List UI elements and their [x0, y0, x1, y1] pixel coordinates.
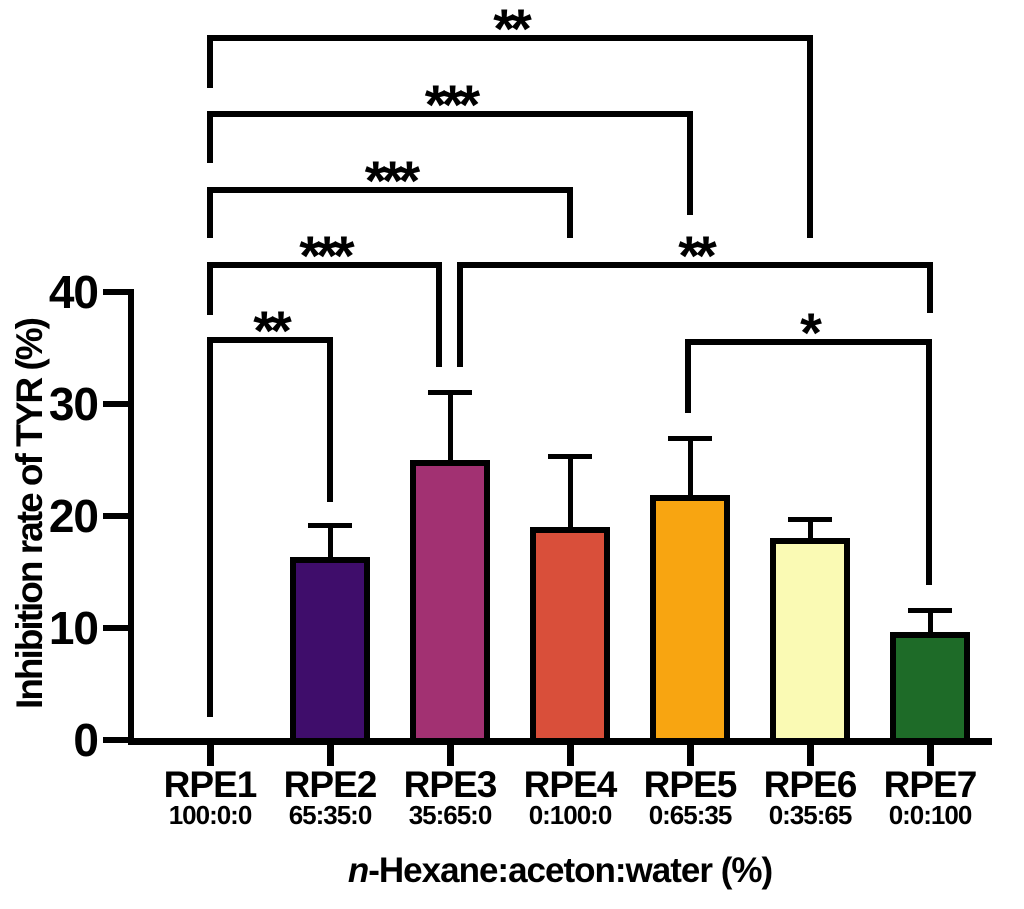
sig-label-RPE3-RPE7: **	[678, 224, 717, 287]
sig-bracket-RPE5-RPE7	[685, 339, 932, 345]
error-bar-cap-RPE7	[908, 608, 952, 614]
category-label-RPE2: RPE2	[283, 764, 378, 805]
sig-bracket-RPE1-RPE3	[207, 262, 442, 268]
sig-bracket-left-drop-RPE1-RPE3	[207, 262, 213, 315]
x-tick-RPE4	[567, 745, 574, 766]
error-bar-cap-RPE6	[788, 517, 832, 523]
x-axis-title-italic-n: n	[347, 851, 369, 890]
sig-bracket-RPE1-RPE4	[207, 187, 573, 193]
bar-RPE5	[650, 494, 730, 744]
sig-bracket-left-drop-RPE1-RPE6	[207, 35, 213, 88]
bar-RPE6	[770, 538, 850, 744]
bar-RPE7	[890, 632, 970, 744]
category-label-RPE1: RPE1	[163, 764, 258, 805]
error-bar-cap-RPE4	[548, 453, 592, 459]
x-tick-RPE7	[927, 745, 934, 766]
sig-bracket-left-drop-RPE1-RPE5	[207, 111, 213, 163]
bar-RPE2	[290, 557, 370, 744]
error-bar-stem-RPE7	[928, 608, 933, 635]
sig-label-RPE1-RPE2: **	[253, 299, 292, 362]
sig-bracket-left-drop-RPE5-RPE7	[685, 339, 691, 413]
error-bar-cap-RPE2	[308, 522, 352, 528]
x-tick-RPE3	[447, 745, 454, 766]
sig-bracket-left-drop-RPE1-RPE4	[207, 187, 213, 238]
category-label-RPE5: RPE5	[643, 764, 738, 805]
error-bar-stem-RPE6	[808, 517, 813, 541]
y-tick-0	[103, 737, 132, 743]
sig-bracket-left-drop-RPE1-RPE2	[207, 337, 213, 717]
sig-label-RPE1-RPE4: ***	[364, 149, 420, 212]
sig-bracket-left-drop-RPE3-RPE7	[457, 262, 463, 367]
error-bar-cap-RPE5	[668, 435, 712, 441]
sig-label-RPE1-RPE6: **	[493, 0, 532, 60]
error-bar-cap-RPE3	[428, 389, 472, 395]
category-label-RPE4: RPE4	[523, 764, 618, 805]
y-tick-label-20: 20	[48, 490, 99, 542]
y-tick-10	[103, 625, 132, 631]
ratio-label-RPE2: 65:35:0	[288, 800, 373, 830]
x-axis-title-rest: -Hexane:aceton:water (%)	[368, 851, 773, 890]
error-bar-stem-RPE3	[448, 389, 453, 462]
y-tick-20	[103, 513, 132, 519]
sig-bracket-RPE1-RPE5	[207, 111, 693, 117]
error-bar-stem-RPE5	[688, 435, 693, 497]
sig-bracket-right-drop-RPE1-RPE5	[687, 111, 693, 215]
sig-bracket-RPE1-RPE2	[207, 337, 333, 343]
x-tick-RPE5	[687, 745, 694, 766]
x-tick-RPE6	[807, 745, 814, 766]
ratio-label-RPE7: 0:0:100	[888, 800, 973, 830]
bar-RPE4	[530, 527, 610, 744]
category-label-RPE6: RPE6	[763, 764, 858, 805]
sig-label-RPE1-RPE5: ***	[424, 73, 480, 136]
ratio-label-RPE3: 35:65:0	[408, 800, 493, 830]
y-tick-label-10: 10	[48, 602, 99, 654]
sig-bracket-right-drop-RPE1-RPE3	[436, 262, 442, 367]
sig-label-RPE1-RPE3: ***	[299, 224, 354, 287]
x-axis-title: n-Hexane:aceton:water (%)	[130, 851, 990, 891]
ratio-label-RPE5: 0:65:35	[648, 800, 733, 830]
y-tick-label-30: 30	[48, 378, 99, 430]
sig-bracket-right-drop-RPE3-RPE7	[927, 262, 933, 313]
bar-RPE3	[410, 460, 490, 744]
error-bar-stem-RPE2	[328, 522, 333, 560]
x-tick-RPE2	[327, 745, 334, 766]
y-tick-label-0: 0	[73, 714, 99, 766]
ratio-label-RPE4: 0:100:0	[528, 800, 613, 830]
y-tick-40	[103, 289, 132, 295]
sig-bracket-right-drop-RPE5-RPE7	[926, 339, 932, 585]
y-tick-30	[103, 401, 132, 407]
sig-bracket-right-drop-RPE1-RPE6	[807, 35, 813, 238]
sig-label-RPE5-RPE7: *	[800, 301, 822, 364]
ratio-label-RPE1: 100:0:0	[168, 800, 253, 830]
sig-bracket-right-drop-RPE1-RPE2	[327, 337, 333, 502]
category-label-RPE3: RPE3	[403, 764, 498, 805]
error-bar-stem-RPE4	[568, 453, 573, 530]
sig-bracket-right-drop-RPE1-RPE4	[567, 187, 573, 238]
category-label-RPE7: RPE7	[883, 764, 978, 805]
x-tick-RPE1	[207, 745, 214, 766]
y-tick-label-40: 40	[48, 266, 99, 318]
ratio-label-RPE6: 0:35:65	[768, 800, 853, 830]
sig-bracket-RPE3-RPE7	[457, 262, 933, 268]
sig-bracket-RPE1-RPE6	[207, 35, 813, 41]
